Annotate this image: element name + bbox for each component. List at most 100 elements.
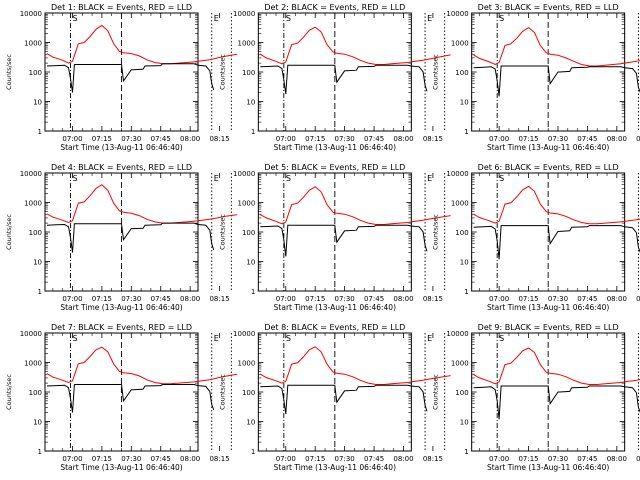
y-tick-label: 10000: [233, 330, 255, 338]
series-events-line: [473, 385, 640, 420]
chart-title: Det 8: BLACK = Events, RED = LLD: [264, 323, 405, 332]
marker-label: S: [286, 14, 291, 23]
x-tick-label: 08:15: [636, 455, 640, 463]
y-tick-label: 1000: [24, 40, 42, 48]
x-tick-label: 07:45: [151, 135, 171, 143]
x-tick-label: 07:30: [335, 455, 355, 463]
series-events-line: [46, 222, 215, 253]
y-tick-label: 10: [33, 419, 42, 427]
y-tick-label: 100: [242, 69, 255, 77]
x-tick-label: 07:45: [364, 135, 384, 143]
series-lld-line: [473, 26, 640, 67]
x-axis-label: Start Time (13-Aug-11 06:46:40): [274, 303, 396, 312]
chart-panel-4: Det 4: BLACK = Events, RED = LLD 1 10 100 10…: [5, 163, 238, 312]
x-tick-label: 07:45: [151, 455, 171, 463]
x-axis-label: Start Time (13-Aug-11 06:46:40): [274, 463, 396, 472]
x-tick-label: 08:00: [180, 135, 200, 143]
y-tick-label: 100: [29, 389, 42, 397]
marker-label: S: [73, 334, 78, 343]
x-tick-label: 07:15: [518, 135, 538, 143]
series-lld-line: [46, 184, 238, 224]
x-tick-label: 07:45: [364, 455, 384, 463]
x-axis-label: Start Time (13-Aug-11 06:46:40): [487, 303, 609, 312]
x-tick-label: 08:00: [607, 455, 627, 463]
x-tick-label: 07:00: [489, 135, 509, 143]
x-tick-label: 08:00: [607, 295, 627, 303]
x-tick-label: 07:15: [92, 455, 112, 463]
x-tick-label: 08:00: [393, 455, 413, 463]
x-tick-label: 07:00: [62, 455, 82, 463]
series-lld-line: [260, 346, 451, 385]
y-tick-label: 1000: [24, 200, 42, 208]
series-lld-line: [473, 347, 640, 385]
chart-panel-7: Det 7: BLACK = Events, RED = LLD 1 10 100 10…: [5, 323, 238, 472]
y-tick-label: 100: [242, 229, 255, 237]
x-tick-label: 08:15: [209, 135, 229, 143]
y-tick-label: 1000: [238, 40, 256, 48]
marker-label: S: [286, 334, 291, 343]
y-tick-label: 1000: [451, 360, 469, 368]
y-tick-label: 1: [251, 128, 255, 136]
x-tick-label: 07:15: [518, 455, 538, 463]
x-tick-label: 07:00: [62, 295, 82, 303]
y-tick-label: 1000: [24, 360, 42, 368]
y-tick-label: 1: [38, 288, 42, 296]
series-events-line: [260, 64, 428, 95]
x-tick-label: 07:15: [305, 295, 325, 303]
series-events-line: [46, 63, 215, 93]
chart-title: Det 1: BLACK = Events, RED = LLD: [51, 3, 192, 12]
marker-label: E: [427, 334, 432, 343]
series-events-line: [260, 224, 428, 257]
y-tick-label: 1: [38, 128, 42, 136]
x-tick-label: 08:15: [423, 135, 443, 143]
series-events-line: [473, 225, 640, 260]
x-tick-label: 07:45: [577, 295, 597, 303]
x-tick-label: 07:00: [489, 295, 509, 303]
y-tick-label: 1000: [238, 200, 256, 208]
marker-label: S: [73, 174, 78, 183]
x-axis-label: Start Time (13-Aug-11 06:46:40): [487, 143, 609, 152]
chart-title: Det 7: BLACK = Events, RED = LLD: [51, 323, 192, 332]
x-tick-label: 08:00: [180, 455, 200, 463]
x-tick-label: 07:15: [518, 295, 538, 303]
marker-label: S: [499, 174, 504, 183]
y-tick-label: 100: [455, 229, 468, 237]
x-tick-label: 07:45: [364, 295, 384, 303]
x-tick-label: 07:15: [305, 135, 325, 143]
y-tick-label: 100: [29, 229, 42, 237]
x-tick-label: 07:00: [276, 135, 296, 143]
y-tick-label: 1000: [451, 200, 469, 208]
chart-title: Det 5: BLACK = Events, RED = LLD: [264, 163, 405, 172]
chart-panel-8: Det 8: BLACK = Events, RED = LLD 1 10 100 10…: [218, 323, 451, 472]
marker-label: E: [214, 334, 219, 343]
x-tick-label: 07:30: [121, 455, 141, 463]
chart-title: Det 6: BLACK = Events, RED = LLD: [478, 163, 619, 172]
y-tick-label: 10000: [233, 10, 255, 18]
x-tick-label: 07:45: [151, 295, 171, 303]
x-tick-label: 07:30: [548, 135, 568, 143]
x-axis-label: Start Time (13-Aug-11 06:46:40): [60, 303, 182, 312]
x-tick-label: 08:15: [209, 455, 229, 463]
y-tick-label: 1000: [238, 360, 256, 368]
y-tick-label: 1: [251, 288, 255, 296]
x-tick-label: 08:15: [636, 295, 640, 303]
x-tick-label: 07:30: [335, 295, 355, 303]
y-tick-label: 10000: [20, 10, 42, 18]
x-tick-label: 07:45: [577, 455, 597, 463]
y-tick-label: 10: [33, 259, 42, 267]
chart-panel-3: Det 3: BLACK = Events, RED = LLD 1 10 100 10…: [432, 3, 640, 152]
x-axis-label: Start Time (13-Aug-11 06:46:40): [274, 143, 396, 152]
marker-label: S: [73, 14, 78, 23]
x-axis-label: Start Time (13-Aug-11 06:46:40): [487, 463, 609, 472]
y-axis-label: Counts/sec: [218, 54, 226, 90]
series-lld-line: [46, 346, 238, 385]
x-tick-label: 07:15: [92, 135, 112, 143]
chart-title: Det 2: BLACK = Events, RED = LLD: [264, 3, 405, 12]
series-events-line: [473, 65, 640, 97]
y-tick-label: 10000: [233, 170, 255, 178]
chart-title: Det 9: BLACK = Events, RED = LLD: [478, 323, 619, 332]
series-lld-line: [260, 186, 451, 225]
x-tick-label: 07:45: [577, 135, 597, 143]
chart-panel-2: Det 2: BLACK = Events, RED = LLD 1 10 100 10…: [218, 3, 451, 152]
x-tick-label: 08:00: [393, 135, 413, 143]
